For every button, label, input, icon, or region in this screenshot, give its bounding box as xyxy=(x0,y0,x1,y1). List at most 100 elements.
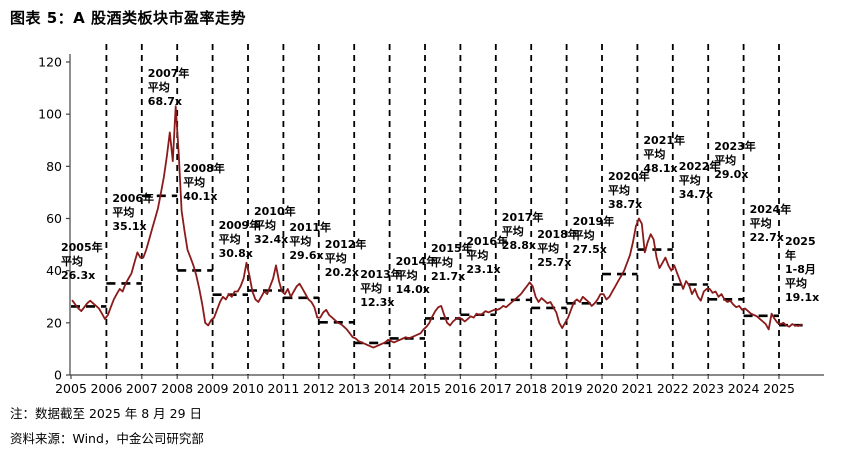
y-tick-label: 0 xyxy=(54,368,62,383)
data-cutoff-note: 注：数据截至 2025 年 8 月 29 日 xyxy=(10,406,203,421)
x-tick-label: 2012 xyxy=(303,381,335,396)
x-tick-label: 2005 xyxy=(55,381,87,396)
x-tick-label: 2025 xyxy=(763,381,795,396)
annotation-line: 2022年 xyxy=(678,159,721,173)
x-tick-label: 2008 xyxy=(161,381,193,396)
year-average-label-2015: 2015年 平均 21.7x xyxy=(431,242,473,284)
x-tick-label: 2022 xyxy=(657,381,689,396)
year-average-label-2009: 2009年 平均 30.8x xyxy=(219,219,261,261)
y-tick-label: 100 xyxy=(38,107,62,122)
annotation-line: 2025 xyxy=(785,235,816,249)
annotation-line: 平均 xyxy=(572,228,595,242)
annotation-line: 28.8x xyxy=(501,238,537,252)
year-average-label-2008: 2008年 平均 40.1x xyxy=(183,162,225,204)
y-tick-label: 40 xyxy=(46,263,62,278)
year-average-label-2005: 2005年 平均 26.3x xyxy=(61,241,103,283)
annotation-line: 2017年 xyxy=(501,210,544,224)
annotation-line: 平均 xyxy=(749,216,772,230)
year-average-label-2012: 2012年 平均 20.2x xyxy=(325,238,367,280)
annotation-line: 30.8x xyxy=(218,246,253,260)
annotation-line: 20.2x xyxy=(324,266,360,280)
annotation-line: 2020年 xyxy=(608,170,650,184)
annotation-line: 38.7x xyxy=(608,198,643,212)
annotation-line: 2011年 xyxy=(289,221,332,235)
annotation-line: 平均 xyxy=(395,269,418,283)
y-tick-label: 20 xyxy=(46,315,62,330)
annotation-line: 平均 xyxy=(289,235,312,249)
annotation-line: 34.7x xyxy=(678,187,714,201)
x-tick-label: 2015 xyxy=(409,381,441,396)
annotation-line: 2012年 xyxy=(324,238,367,252)
annotation-line: 平均 xyxy=(643,147,666,161)
annotation-line: 26.3x xyxy=(61,268,96,282)
annotation-line: 平均 xyxy=(785,277,807,291)
annotation-line: 2010年 xyxy=(254,205,296,219)
annotation-line: 平均 xyxy=(501,224,524,238)
annotation-line: 2006年 xyxy=(112,192,155,206)
annotation-line: 32.4x xyxy=(254,233,289,247)
annotation-line: 2015年 xyxy=(431,241,473,255)
year-average-label-2022: 2022年 平均 34.7x xyxy=(679,160,721,202)
annotation-line: 14.0x xyxy=(395,283,430,297)
x-tick-label: 2021 xyxy=(621,381,653,396)
year-average-label-2021: 2021年 平均 48.1x xyxy=(643,134,685,176)
year-average-label-2019: 2019年 平均 27.5x xyxy=(573,215,615,257)
annotation-line: 平均 xyxy=(218,232,241,246)
year-average-label-2025: 2025 年 1-8月 平均 19.1x xyxy=(785,235,819,305)
x-tick-label: 2009 xyxy=(197,381,229,396)
annotation-line: 1-8月 xyxy=(785,263,816,277)
annotation-line: 2019年 xyxy=(572,214,615,228)
x-tick-label: 2017 xyxy=(480,381,512,396)
annotation-line: 平均 xyxy=(324,252,347,266)
x-tick-label: 2024 xyxy=(728,381,760,396)
annotation-line: 平均 xyxy=(537,241,560,255)
annotation-line: 25.7x xyxy=(537,255,572,269)
annotation-line: 平均 xyxy=(431,255,453,269)
annotation-line: 19.1x xyxy=(785,291,820,305)
x-tick-label: 2016 xyxy=(444,381,476,396)
annotation-line: 2009年 xyxy=(218,218,261,232)
x-tick-label: 2014 xyxy=(374,381,406,396)
annotation-line: 2018年 xyxy=(537,227,579,241)
x-tick-label: 2018 xyxy=(515,381,547,396)
annotation-line: 2005年 xyxy=(61,240,103,254)
x-tick-label: 2006 xyxy=(90,381,122,396)
annotation-line: 平均 xyxy=(61,254,83,268)
year-average-label-2016: 2016年 平均 23.1x xyxy=(466,235,508,277)
x-tick-label: 2013 xyxy=(338,381,370,396)
annotation-line: 平均 xyxy=(183,176,206,190)
year-average-label-2006: 2006年 平均 35.1x xyxy=(112,192,154,234)
annotation-line: 2024年 xyxy=(749,202,792,216)
annotation-line: 平均 xyxy=(608,184,630,198)
annotation-line: 平均 xyxy=(714,154,737,168)
annotation-line: 22.7x xyxy=(749,230,784,244)
x-tick-label: 2023 xyxy=(692,381,724,396)
y-tick-label: 80 xyxy=(46,159,62,174)
year-average-label-2011: 2011年 平均 29.6x xyxy=(289,221,331,263)
annotation-line: 平均 xyxy=(112,206,135,220)
year-average-label-2023: 2023年 平均 29.0x xyxy=(714,140,756,182)
x-tick-label: 2019 xyxy=(551,381,583,396)
annotation-line: 2008年 xyxy=(183,162,225,176)
annotation-line: 27.5x xyxy=(572,242,607,256)
annotation-line: 2023年 xyxy=(714,140,756,154)
chart-area: 0 20 40 60 80 100 120 2005 2006 2007 2008 2009 2010 2… xyxy=(0,38,841,410)
annotation-line: 平均 xyxy=(678,173,701,187)
annotation-line: 48.1x xyxy=(643,161,678,175)
x-tick-label: 2010 xyxy=(232,381,264,396)
annotation-line: 23.1x xyxy=(466,263,501,277)
figure-title: 图表 5：A 股酒类板块市盈率走势 xyxy=(10,9,246,27)
year-average-label-2024: 2024年 平均 22.7x xyxy=(750,203,792,245)
annotation-line: 2014年 xyxy=(395,255,438,269)
annotation-line: 2016年 xyxy=(466,235,509,249)
year-average-label-2013: 2013年 平均 12.3x xyxy=(360,268,402,310)
annotation-line: 2021年 xyxy=(643,133,686,147)
annotation-line: 2013年 xyxy=(360,268,402,282)
annotation-line: 12.3x xyxy=(360,296,395,310)
year-average-label-2014: 2014年 平均 14.0x xyxy=(396,255,438,297)
annotation-line: 平均 xyxy=(466,249,489,263)
x-tick-label: 2020 xyxy=(586,381,618,396)
year-average-label-2010: 2010年 平均 32.4x xyxy=(254,205,296,247)
